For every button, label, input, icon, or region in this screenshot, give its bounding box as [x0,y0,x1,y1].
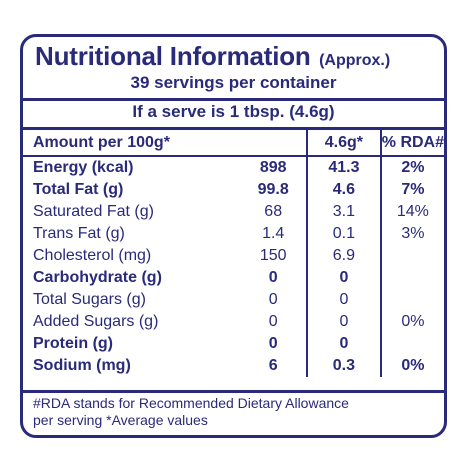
footnote: #RDA stands for Recommended Dietary Allo… [33,395,349,429]
value-per-serve: 41.3 [306,156,381,179]
header-per-100g [240,130,308,157]
value-rda: 14% [379,201,444,223]
nutrient-label: Cholesterol (mg) [33,247,152,264]
value-per-serve: 0 [306,311,381,333]
nutrient-label: Protein (g) [33,335,113,352]
servings-per-container: 39 servings per container [130,73,337,92]
title-main: Nutritional Information [35,41,311,71]
nutrient-label: Energy (kcal) [33,159,134,176]
nutrition-panel: Nutritional Information (Approx.) 39 ser… [20,34,447,438]
value-per-serve: 6.9 [306,245,381,267]
value-per-100g: 6 [268,357,278,374]
value-rda: 3% [379,223,444,245]
table-row: Total Sugars (g) 0 0 [23,289,444,311]
nutrient-label: Sodium (mg) [33,357,131,374]
table-row: Cholesterol (mg) 150 6.9 [23,245,444,267]
value-per-serve: 3.1 [306,201,381,223]
value-per-100g: 99.8 [257,181,289,198]
value-per-100g: 1.4 [262,225,285,242]
table-row: Sodium (mg) 6 0.3 0% [23,355,444,377]
value-per-serve: 0.1 [306,223,381,245]
nutrient-label: Carbohydrate (g) [33,269,162,286]
table-row: Protein (g) 0 0 [23,333,444,355]
value-rda: 7% [379,179,444,201]
title-approx: (Approx.) [319,52,391,69]
value-rda: 2% [379,156,444,179]
value-rda [379,289,444,311]
value-per-100g: 898 [259,159,287,176]
value-rda [379,245,444,267]
footnote-line-1: #RDA stands for Recommended Dietary Allo… [33,395,349,411]
value-per-100g: 0 [268,313,278,330]
divider-serve [23,127,444,130]
nutrient-label: Added Sugars (g) [33,313,159,330]
value-per-serve: 0.3 [306,355,381,377]
value-per-100g: 0 [268,335,278,352]
table-row: Carbohydrate (g) 0 0 [23,267,444,289]
value-per-100g: 68 [264,203,283,220]
table-row: Energy (kcal) 898 41.3 2% [23,156,444,179]
header-per-serve: 4.6g* [306,130,381,157]
table-row: Added Sugars (g) 0 0 0% [23,311,444,333]
nutrition-table: Amount per 100g* 4.6g* % RDA# Energy (kc… [23,130,444,377]
divider-top [23,98,444,101]
value-rda: 0% [379,355,444,377]
value-rda [379,267,444,289]
value-per-100g: 0 [268,269,278,286]
nutrient-label: Trans Fat (g) [33,225,125,242]
value-per-serve: 0 [306,289,381,311]
table-row: Trans Fat (g) 1.4 0.1 3% [23,223,444,245]
nutrient-label: Total Sugars (g) [33,291,146,308]
footnote-line-2: per serving *Average values [33,412,208,428]
value-per-serve: 0 [306,333,381,355]
table-row: Total Fat (g) 99.8 4.6 7% [23,179,444,201]
table-row: Saturated Fat (g) 68 3.1 14% [23,201,444,223]
value-per-100g: 150 [259,247,287,264]
divider-footnote [23,390,444,393]
value-per-serve: 0 [306,267,381,289]
nutrient-label: Saturated Fat (g) [33,203,154,220]
table-header-row: Amount per 100g* 4.6g* % RDA# [23,130,444,157]
serve-size: If a serve is 1 tbsp. (4.6g) [132,102,335,121]
header-rda: % RDA# [379,130,444,157]
header-amount-per-100g: Amount per 100g* [23,130,241,157]
value-per-serve: 4.6 [306,179,381,201]
value-rda [379,333,444,355]
value-rda: 0% [379,311,444,333]
value-per-100g: 0 [268,291,278,308]
nutrient-label: Total Fat (g) [33,181,124,198]
panel-title: Nutritional Information (Approx.) [35,41,390,72]
